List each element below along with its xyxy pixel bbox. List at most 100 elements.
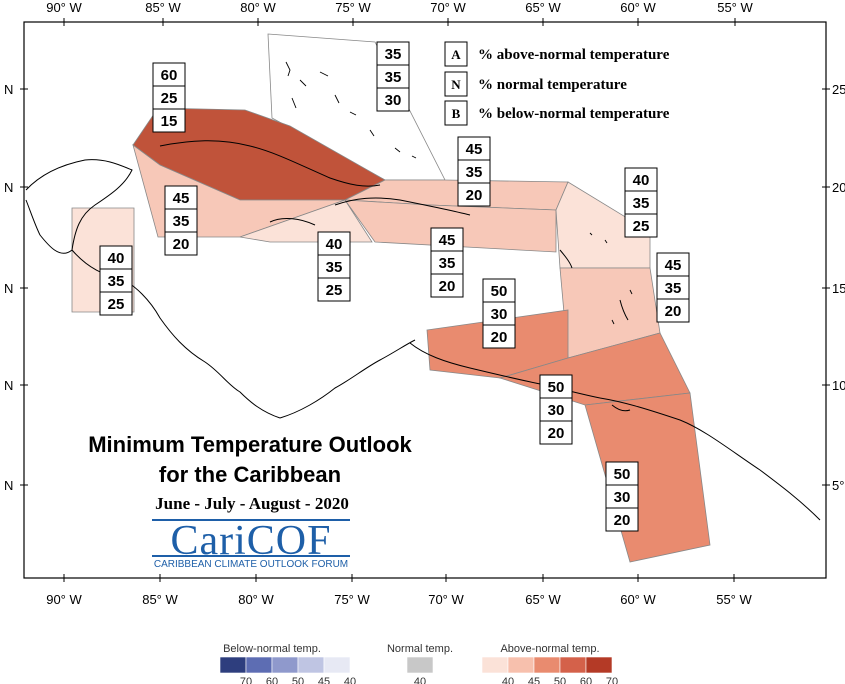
- prob-value-a: 60: [161, 67, 178, 84]
- prob-cell-bg: [152, 108, 186, 133]
- prob-value-n: 35: [385, 69, 402, 86]
- prob-value-a: 45: [439, 232, 456, 249]
- probability-box-abc-islands: 50 30 20: [482, 278, 516, 349]
- lon-label-65w-bottom: 65° W: [525, 592, 561, 607]
- lon-label-85w-top: 85° W: [145, 0, 181, 15]
- prob-cell-bg: [539, 420, 573, 445]
- legend-text-normal: % normal temperature: [478, 77, 627, 93]
- lat-label-10n-left: N: [4, 378, 13, 393]
- probability-box-turks-caicos: 45 35 20: [457, 136, 491, 207]
- lat-label-10n-right: 10: [832, 378, 845, 393]
- prob-value-n: 30: [548, 402, 565, 419]
- legend-key-a: A: [451, 47, 461, 62]
- lat-label-25n-left: N: [4, 82, 13, 97]
- prob-value-b: 25: [633, 218, 650, 235]
- probability-box-belize: 40 35 25: [99, 245, 133, 316]
- lon-label-70w-bottom: 70° W: [428, 592, 464, 607]
- prob-value-n: 35: [665, 280, 682, 297]
- lat-label-20n-right: 20: [832, 180, 845, 195]
- scale-swatch: [271, 656, 299, 674]
- prob-cell-bg: [99, 291, 133, 316]
- prob-value-a: 50: [548, 379, 565, 396]
- map-period: June - July - August - 2020: [155, 494, 349, 513]
- prob-value-a: 45: [466, 141, 483, 158]
- probability-box-trinidad-tobago: 50 30 20: [539, 374, 573, 445]
- scale-normal-label: Normal temp.: [387, 643, 453, 655]
- scale-below-swatches: 70 60 50 45 40: [219, 656, 356, 684]
- scale-swatch: [245, 656, 273, 674]
- probability-box-cayman-islands: 45 35 20: [164, 185, 198, 256]
- coastlines: [25, 140, 821, 521]
- scale-value: 45: [318, 676, 330, 684]
- scale-value: 40: [502, 676, 514, 684]
- scale-value: 45: [528, 676, 540, 684]
- lon-label-55w-bottom: 55° W: [716, 592, 752, 607]
- scale-above-label: Above-normal temp.: [500, 643, 599, 655]
- probability-box-cuba: 60 25 15: [152, 62, 186, 133]
- probability-box-jamaica: 40 35 25: [317, 231, 351, 302]
- scale-swatch: [406, 656, 434, 674]
- prob-value-b: 20: [173, 236, 190, 253]
- scale-value: 60: [266, 676, 278, 684]
- scale-swatch: [297, 656, 325, 674]
- scale-below-label: Below-normal temp.: [223, 643, 321, 655]
- lat-label-15n-left: N: [4, 281, 13, 296]
- probability-box-guianas: 50 30 20: [605, 461, 639, 532]
- lon-label-90w-top: 90° W: [46, 0, 82, 15]
- prob-value-b: 20: [466, 187, 483, 204]
- logo-subtitle: CARIBBEAN CLIMATE OUTLOOK FORUM: [154, 559, 348, 570]
- legend: A % above-normal temperature N % normal …: [444, 41, 670, 126]
- prob-value-a: 50: [491, 283, 508, 300]
- prob-cell-bg: [457, 182, 491, 207]
- title-block: Minimum Temperature Outlook for the Cari…: [88, 432, 412, 513]
- lat-label-20n-left: N: [4, 180, 13, 195]
- prob-cell-bg: [430, 273, 464, 298]
- prob-value-b: 20: [614, 512, 631, 529]
- prob-value-n: 30: [491, 306, 508, 323]
- prob-value-b: 25: [326, 282, 343, 299]
- prob-value-n: 35: [173, 213, 190, 230]
- lon-label-75w-bottom: 75° W: [334, 592, 370, 607]
- prob-cell-bg: [605, 507, 639, 532]
- prob-value-a: 40: [633, 172, 650, 189]
- prob-value-b: 20: [665, 303, 682, 320]
- prob-value-b: 20: [439, 278, 456, 295]
- scale-value: 50: [554, 676, 566, 684]
- lon-label-70w-top: 70° W: [430, 0, 466, 15]
- probability-box-leeward-islands: 40 35 25: [624, 167, 658, 238]
- prob-value-b: 30: [385, 92, 402, 109]
- prob-cell-bg: [624, 213, 658, 238]
- lon-label-55w-top: 55° W: [717, 0, 753, 15]
- bahamas-islands: [285, 61, 633, 325]
- probability-box-bahamas: 35 35 30: [376, 41, 410, 112]
- prob-value-a: 40: [108, 250, 125, 267]
- left-latitude-labels: N N N N N: [4, 82, 13, 493]
- scale-normal-swatches: 40: [406, 656, 434, 684]
- logo-wordmark: CariCOF: [170, 518, 331, 564]
- prob-cell-bg: [376, 87, 410, 112]
- scale-value: 50: [292, 676, 304, 684]
- region-hispaniola-puerto-rico: [344, 199, 557, 253]
- scale-value: 70: [606, 676, 618, 684]
- legend-text-above: % above-normal temperature: [478, 47, 670, 63]
- prob-value-a: 35: [385, 46, 402, 63]
- lon-label-80w-bottom: 80° W: [238, 592, 274, 607]
- lat-label-5n-left: N: [4, 478, 13, 493]
- lat-label-25n-right: 25: [832, 82, 845, 97]
- caricof-logo: CariCOF CARIBBEAN CLIMATE OUTLOOK FORUM: [152, 518, 350, 570]
- probability-boxes: 35 35 30 60 25 15 45 35 20 45 35 20 40 35 25 45 35 20 40 35…: [99, 41, 690, 532]
- prob-value-n: 30: [614, 489, 631, 506]
- lon-label-60w-bottom: 60° W: [620, 592, 656, 607]
- scale-swatch: [219, 656, 247, 674]
- prob-value-n: 35: [108, 273, 125, 290]
- lat-label-5n-right: 5°: [832, 478, 844, 493]
- bottom-longitude-labels: 90° W 85° W 80° W 75° W 70° W 65° W 60° …: [46, 592, 752, 607]
- scale-swatch: [585, 656, 613, 674]
- prob-value-n: 35: [326, 259, 343, 276]
- prob-value-b: 20: [491, 329, 508, 346]
- prob-cell-bg: [656, 298, 690, 323]
- prob-cell-bg: [317, 277, 351, 302]
- outlook-regions: [71, 33, 711, 563]
- scale-swatch: [481, 656, 509, 674]
- scale-swatch: [533, 656, 561, 674]
